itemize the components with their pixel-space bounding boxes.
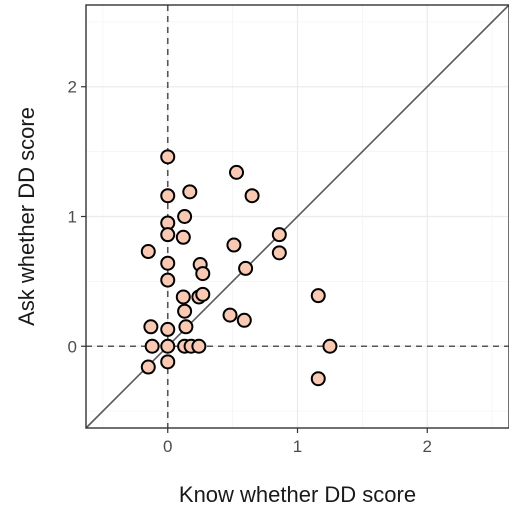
data-point xyxy=(160,255,176,271)
data-point xyxy=(236,312,252,328)
data-point xyxy=(175,229,191,245)
data-point xyxy=(178,319,194,335)
data-point xyxy=(143,319,159,335)
data-points xyxy=(140,149,338,387)
data-point xyxy=(175,289,191,305)
x-tick-label: 2 xyxy=(423,437,432,456)
data-point xyxy=(160,321,176,337)
data-point xyxy=(222,307,238,323)
data-point xyxy=(160,149,176,165)
y-tick-label: 0 xyxy=(68,337,77,356)
data-point xyxy=(195,286,211,302)
tick-labels: 0 1 2 0 1 2 xyxy=(68,78,432,456)
y-tick-label: 2 xyxy=(68,78,77,97)
data-point xyxy=(310,371,326,387)
data-point xyxy=(322,338,338,354)
y-tick-label: 1 xyxy=(68,208,77,227)
data-point xyxy=(160,354,176,370)
data-point xyxy=(160,272,176,288)
data-point xyxy=(160,227,176,243)
data-point xyxy=(177,209,193,224)
data-point xyxy=(271,227,287,243)
x-axis-title: Know whether DD score xyxy=(179,482,416,507)
data-point xyxy=(310,288,326,304)
data-point xyxy=(238,260,254,276)
data-point xyxy=(140,359,156,375)
data-point xyxy=(229,164,245,180)
data-point xyxy=(195,266,211,282)
data-point xyxy=(182,184,198,200)
y-axis-title: Ask whether DD score xyxy=(14,107,39,326)
data-point xyxy=(160,188,176,204)
data-point xyxy=(226,237,242,253)
data-point xyxy=(177,303,193,319)
x-tick-label: 0 xyxy=(163,437,172,456)
data-point xyxy=(271,245,287,261)
data-point xyxy=(140,244,156,260)
x-tick-label: 1 xyxy=(293,437,302,456)
data-point xyxy=(144,338,160,354)
data-point xyxy=(244,188,260,204)
axis-ticks xyxy=(81,86,428,433)
data-point xyxy=(160,338,176,354)
data-point xyxy=(191,338,207,354)
identity-line xyxy=(85,4,509,429)
